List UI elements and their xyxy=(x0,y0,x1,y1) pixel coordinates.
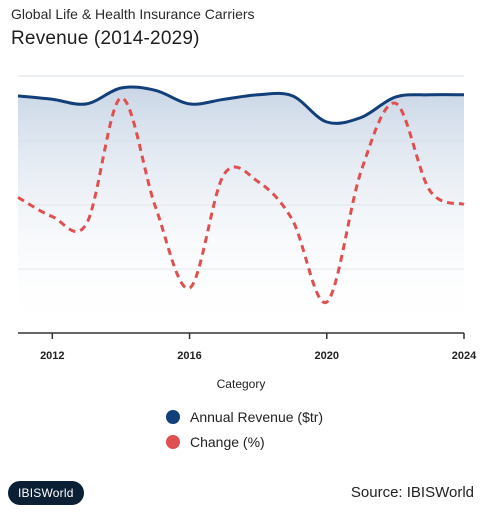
change-series-line xyxy=(17,96,465,304)
x-tick-label: 2020 xyxy=(315,350,339,362)
legend-marker-revenue xyxy=(166,409,180,424)
line-chart: 2012 2016 2020 2024 xyxy=(17,75,477,362)
x-tick-label: 2024 xyxy=(452,350,477,362)
source-note: Source: IBISWorld xyxy=(350,484,474,501)
x-axis-label: Category xyxy=(216,377,266,391)
chart-title-line1: Global Life & Health Insurance Carriers xyxy=(11,6,255,22)
x-tick-label: 2016 xyxy=(177,350,201,362)
legend-item-change[interactable]: Change (%) xyxy=(166,429,323,454)
chart-title-line2: Revenue (2014-2029) xyxy=(11,28,200,49)
legend-marker-change xyxy=(166,434,180,449)
legend-label-revenue: Annual Revenue ($tr) xyxy=(190,408,324,425)
legend: Annual Revenue ($tr) Change (%) xyxy=(166,404,323,454)
revenue-series-line xyxy=(17,85,465,125)
legend-label-change: Change (%) xyxy=(190,433,265,450)
x-tick-label: 2012 xyxy=(40,350,64,362)
revenue-area xyxy=(18,86,464,333)
legend-item-revenue[interactable]: Annual Revenue ($tr) xyxy=(166,404,323,429)
ibisworld-logo[interactable]: IBISWorld xyxy=(8,481,84,505)
